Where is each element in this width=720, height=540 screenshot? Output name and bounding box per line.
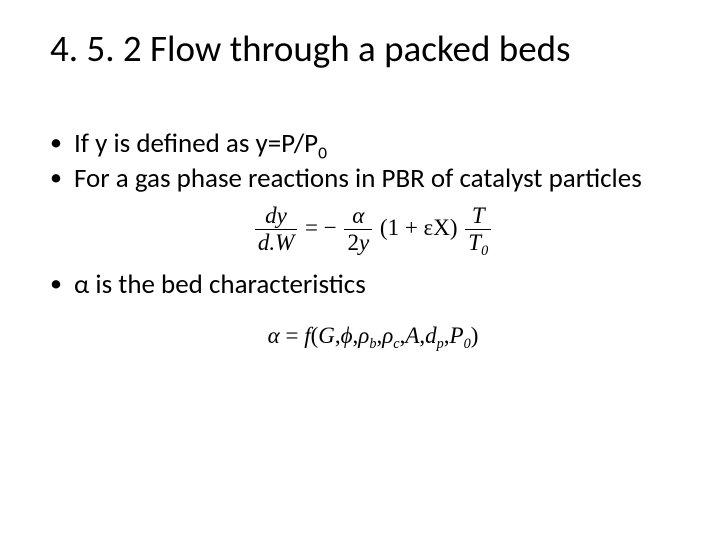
equation-1-block: dy d.W = − α 2y (1 + εX) T T0	[74, 204, 672, 255]
eq2-P: P	[450, 323, 464, 348]
bullet-2: For a gas phase reactions in PBR of cata…	[48, 163, 672, 255]
eq1-rhs2-num: T	[465, 204, 491, 230]
eq2-alpha: α	[268, 323, 280, 348]
eq2-phi: ϕ	[341, 323, 353, 348]
eq1-lhs-frac: dy d.W	[255, 204, 297, 255]
eq1-lhs-num: dy	[255, 204, 297, 230]
eq1-lhs-den: d.W	[255, 230, 297, 255]
eq1-neg: −	[324, 215, 337, 240]
equation-2-block: α = f(G,ϕ,ρb,ρc,A,dp,P0)	[74, 318, 672, 351]
slide-body: If y is defined as y=P/P0 For a gas phas…	[48, 128, 672, 365]
equation-2: α = f(G,ϕ,ρb,ρc,A,dp,P0)	[268, 322, 479, 350]
eq1-lhs-d: d.	[258, 230, 275, 255]
eq1-rhs1-two: 2	[347, 230, 359, 255]
eq1-rhs1-y: y	[359, 230, 369, 255]
bullet-2-text: For a gas phase reactions in PBR of cata…	[74, 162, 642, 195]
eq1-rhs2-den: T0	[465, 230, 491, 255]
eq1-lhs-W: W	[275, 230, 294, 255]
slide-title: 4. 5. 2 Flow through a packed beds	[50, 28, 690, 71]
bullet-1: If y is defined as y=P/P0	[48, 128, 672, 161]
eq1-lparen: (1 + εX)	[380, 215, 458, 240]
eq2-rho2: ρ	[382, 323, 393, 348]
eq1-lparen-text: (1 + ε	[380, 215, 433, 240]
bullet-1-sub: 0	[318, 141, 327, 163]
bullet-3-text: α is the bed characteristics	[74, 268, 366, 301]
eq2-G: G	[318, 323, 335, 348]
eq2-rparen: )	[471, 323, 479, 348]
eq1-rparen: )	[450, 215, 458, 240]
eq1-rhs2-T: T	[468, 230, 481, 255]
bullet-list: If y is defined as y=P/P0 For a gas phas…	[48, 128, 672, 351]
eq1-rhs2-frac: T T0	[465, 204, 491, 255]
eq2-sub-p: p	[437, 336, 444, 352]
eq2-eq: =	[285, 323, 304, 348]
equation-1: dy d.W = − α 2y (1 + εX) T T0	[253, 204, 493, 255]
eq1-X: X	[433, 215, 450, 240]
bullet-3: α is the bed characteristics α = f(G,ϕ,ρ…	[48, 269, 672, 351]
eq1-rhs1-den: 2y	[344, 230, 372, 255]
eq2-rho1: ρ	[358, 323, 369, 348]
eq2-A: A	[405, 323, 419, 348]
eq1-rhs1-frac: α 2y	[344, 204, 372, 255]
eq2-d: d	[425, 323, 437, 348]
eq1-rhs2-sub: 0	[481, 243, 488, 259]
eq2-sub-0: 0	[464, 336, 471, 352]
bullet-1-text: If y is defined as y=P/P	[74, 127, 318, 160]
slide: 4. 5. 2 Flow through a packed beds If y …	[0, 0, 720, 540]
eq1-eq: =	[305, 215, 324, 240]
eq1-rhs1-num: α	[344, 204, 372, 230]
